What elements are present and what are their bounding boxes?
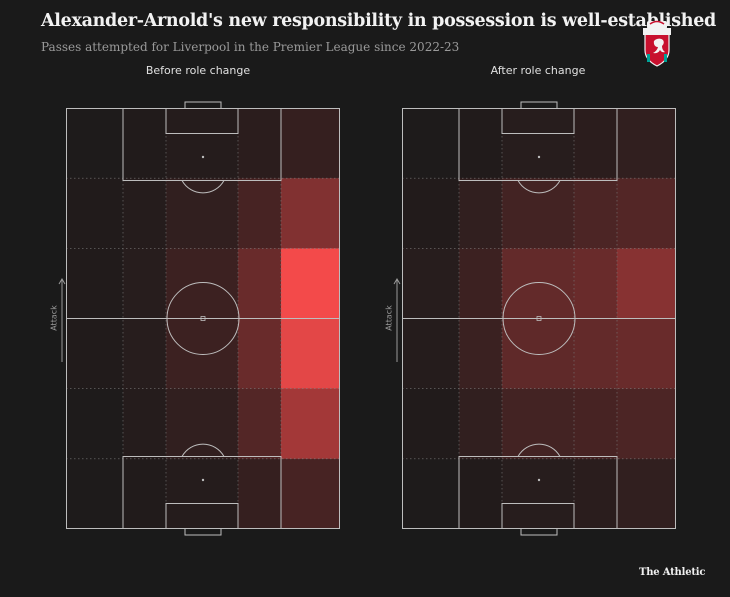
attack-direction-arrow: Attack [48, 278, 68, 364]
heatmap-cell [502, 248, 574, 319]
heatmap-cell [123, 388, 166, 459]
heatmap-cell [402, 178, 459, 249]
goal-top [520, 101, 558, 109]
heatmap-cell [574, 178, 617, 249]
centre-circle [502, 282, 576, 355]
heatmap-cell [66, 389, 123, 459]
heatmap-cell [459, 318, 502, 389]
heatmap-cell [459, 108, 502, 178]
heatmap-cell [459, 178, 502, 249]
heatmap-cell [238, 458, 281, 529]
heatmap-cell [123, 178, 166, 249]
heatmap-cell [281, 178, 340, 249]
heatmap-cell [459, 458, 502, 529]
heatmap-cell [459, 248, 502, 319]
heatmap-cell [166, 108, 238, 179]
heatmap-cell [238, 388, 281, 459]
heatmap-cell [402, 459, 459, 529]
heatmap-cell [238, 178, 281, 249]
heatmap-cell [166, 248, 238, 319]
heatmap-cell [238, 318, 281, 389]
heatmap-cell [617, 388, 676, 459]
chart-subtitle: Passes attempted for Liverpool in the Pr… [41, 40, 460, 54]
heatmap-cell [238, 108, 281, 179]
penalty-spot-bottom [201, 478, 205, 482]
heatmap-cell [459, 388, 502, 459]
goal-bottom [184, 528, 222, 536]
goal-top [184, 101, 222, 109]
heatmap-cell [166, 318, 238, 389]
brand-logo: The Athletic [639, 567, 706, 578]
heatmap-cell [166, 178, 238, 249]
chart-title: Alexander-Arnold's new responsibility in… [41, 11, 716, 31]
penalty-spot-top [201, 155, 205, 159]
heatmap-cell [574, 318, 617, 389]
heatmap-cell [281, 248, 340, 319]
liverbird-crest-icon [643, 20, 671, 67]
heatmap-cell [238, 248, 281, 319]
heatmap-cell [66, 108, 123, 178]
penalty-arc-top [181, 180, 225, 194]
heatmap-cell [617, 318, 676, 389]
heatmap-cell [281, 388, 340, 459]
penalty-arc-top [517, 180, 561, 194]
heatmap-cell [617, 178, 676, 249]
heatmap-cell [123, 108, 166, 178]
attack-label: Attack [49, 305, 59, 331]
heatmap-cell [123, 459, 166, 529]
heatmap-cell [66, 459, 123, 529]
heatmap-cell [123, 248, 166, 319]
heatmap-cell [502, 458, 574, 529]
pitch-before [66, 101, 340, 536]
heatmap-cell [281, 458, 340, 529]
heatmap-cell [502, 318, 574, 389]
centre-spot [200, 316, 206, 321]
heatmap-cell [66, 319, 123, 389]
heatmap-cell [123, 318, 166, 389]
heatmap-cell [574, 458, 617, 529]
centre-spot [536, 316, 542, 321]
heatmap-cell [402, 108, 459, 178]
penalty-arc-bottom [181, 443, 225, 457]
heatmap-cell [502, 388, 574, 459]
heatmap-cell [617, 108, 676, 179]
attack-direction-arrow: Attack [383, 278, 403, 364]
heatmap-cell [574, 108, 617, 179]
heatmap-cell [574, 388, 617, 459]
heatmap-cell [166, 388, 238, 459]
panel-title-before: Before role change [145, 64, 251, 77]
penalty-spot-top [537, 155, 541, 159]
penalty-arc-bottom [517, 443, 561, 457]
heatmap-cell [617, 248, 676, 319]
heatmap-cell [281, 318, 340, 389]
heatmap-cell [402, 318, 459, 389]
goal-bottom [520, 528, 558, 536]
centre-circle [166, 282, 240, 355]
heatmap-cell [502, 178, 574, 249]
heatmap-cell [66, 248, 123, 318]
penalty-spot-bottom [537, 478, 541, 482]
heatmap-cell [166, 458, 238, 529]
heatmap-cell [402, 248, 459, 319]
attack-label: Attack [384, 305, 394, 331]
heatmap-cell [281, 108, 340, 179]
pitch-after [402, 101, 676, 536]
heatmap-cell [502, 108, 574, 179]
heatmap-cell [574, 248, 617, 319]
heatmap-cell [617, 458, 676, 529]
heatmap-cell [66, 178, 123, 248]
panel-title-after: After role change [490, 64, 586, 77]
heatmap-cell [402, 389, 459, 459]
